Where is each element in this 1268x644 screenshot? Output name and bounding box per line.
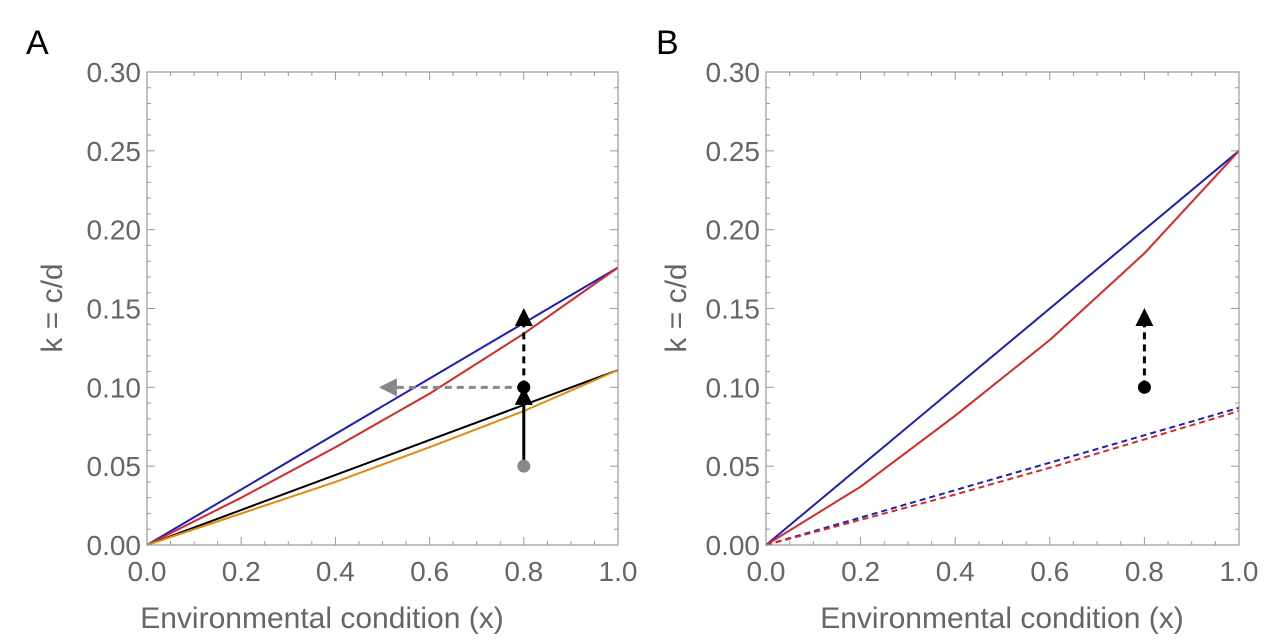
- panel-a-point-1: [517, 459, 531, 473]
- panel-a-annotations: [378, 308, 533, 473]
- panel-b: B Environmental condition (x) k = c/d 0.…: [656, 24, 1258, 635]
- panel-a-x-axis-title: Environmental condition (x): [140, 602, 504, 635]
- panel-a-point-2: [517, 380, 531, 394]
- panel-b-plot-frame: [765, 71, 1240, 546]
- panel-a-label: A: [26, 24, 49, 62]
- panel-a-plot-frame: [146, 71, 619, 546]
- panel-b-y-tick-label: 0.25: [706, 136, 761, 167]
- panel-b-x-tick-label: 0.6: [1030, 556, 1069, 587]
- panel-a-y-tick-label: 0.00: [87, 530, 142, 561]
- panel-b-series-line-3: [765, 406, 1240, 546]
- panel-a-x-tick-label: 0.8: [504, 556, 543, 587]
- panel-a-x-tick-label: 0.6: [410, 556, 449, 587]
- panel-b-series: [765, 150, 1240, 546]
- panel-a-series-line-3: [146, 369, 619, 546]
- panel-a-x-tick-label: 0.4: [316, 556, 355, 587]
- panel-b-ticks: 0.0 0.2 0.4 0.6 0.8 1.0 0.00 0.05 0.10 0.15 0.20 0.…: [706, 57, 1259, 587]
- panel-a-series-line-2: [146, 266, 619, 546]
- panel-a-y-tick-label: 0.10: [87, 372, 142, 403]
- panel-b-y-tick-label: 0.05: [706, 451, 761, 482]
- panel-a-y-tick-label: 0.25: [87, 136, 142, 167]
- panel-a-y-tick-label: 0.20: [87, 215, 142, 246]
- panel-a-y-tick-label: 0.05: [87, 451, 142, 482]
- panel-a-series-line-4: [146, 369, 619, 546]
- panel-b-label: B: [656, 24, 679, 62]
- panel-b-x-tick-label: 0.0: [747, 556, 786, 587]
- panel-b-point-1: [1137, 380, 1151, 394]
- panel-b-y-tick-label: 0.15: [706, 294, 761, 325]
- panel-b-x-tick-label: 0.2: [841, 556, 880, 587]
- panel-b-series-line-2: [765, 150, 1240, 546]
- panel-a-y-axis-title: k = c/d: [36, 263, 69, 352]
- panel-a-series-line-1: [146, 266, 619, 546]
- panel-a-x-tick-label: 0.0: [128, 556, 167, 587]
- panel-a: A Environmental condition (x) k = c/d 0.…: [26, 24, 637, 635]
- panel-a-y-tick-label: 0.15: [87, 294, 142, 325]
- panel-a-series: [146, 266, 619, 546]
- panel-b-x-tick-label: 0.8: [1125, 556, 1164, 587]
- panel-b-y-axis-title: k = c/d: [660, 263, 693, 352]
- panel-b-annotations: [1135, 308, 1154, 394]
- panel-b-series-line-1: [765, 150, 1240, 546]
- panel-b-x-tick-label: 0.4: [936, 556, 975, 587]
- panel-b-y-tick-label: 0.00: [706, 530, 761, 561]
- panel-b-x-tick-label: 1.0: [1220, 556, 1259, 587]
- panel-b-y-tick-label: 0.30: [706, 57, 761, 88]
- panel-b-y-tick-label: 0.10: [706, 372, 761, 403]
- panel-a-ticks: 0.0 0.2 0.4 0.6 0.8 1.0 0.00 0.05 0.10 0.15 0.20 0.…: [87, 57, 638, 587]
- panel-a-x-tick-label: 1.0: [599, 556, 638, 587]
- panel-b-series-line-4: [765, 410, 1240, 546]
- panel-b-x-axis-title: Environmental condition (x): [820, 602, 1184, 635]
- panel-b-y-tick-label: 0.20: [706, 215, 761, 246]
- panel-a-x-tick-label: 0.2: [222, 556, 261, 587]
- panel-a-y-tick-label: 0.30: [87, 57, 142, 88]
